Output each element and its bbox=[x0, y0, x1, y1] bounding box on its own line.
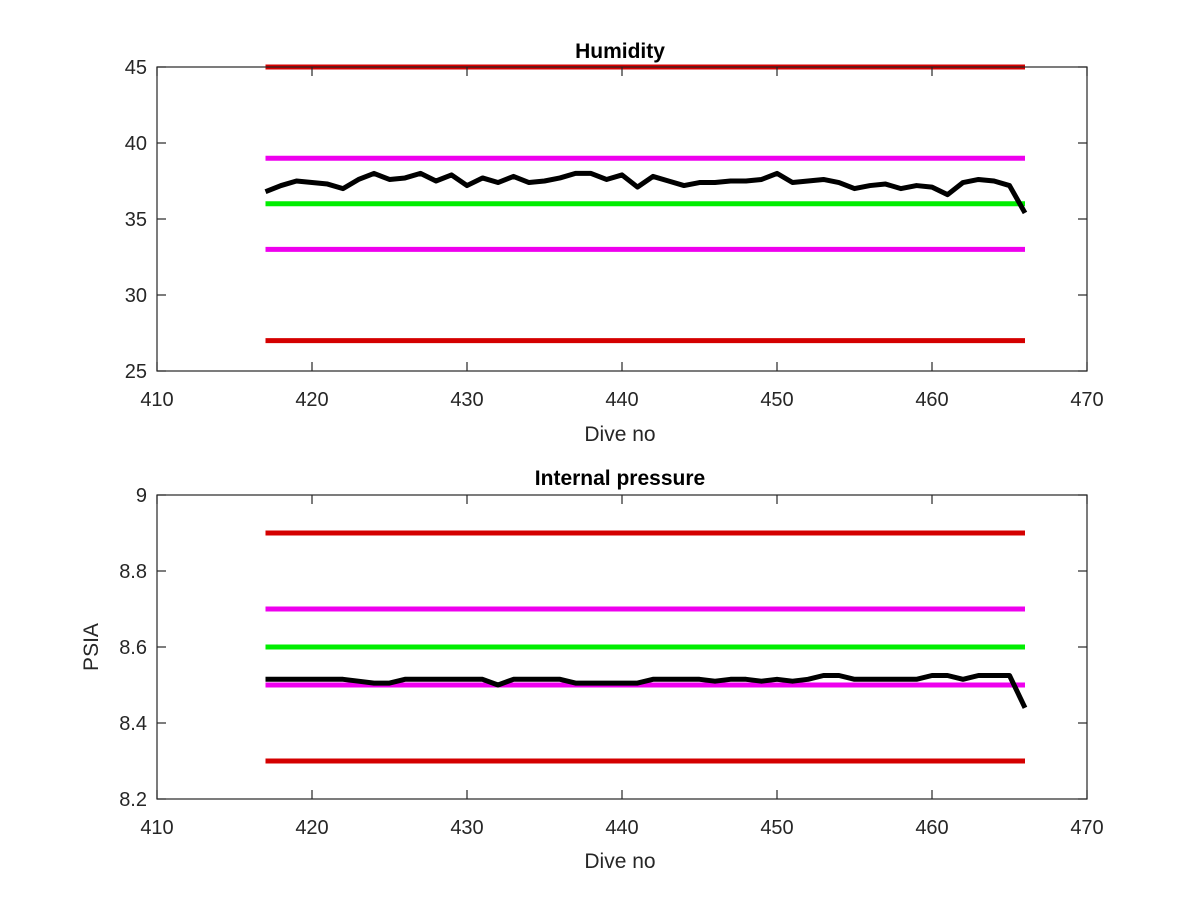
humidity-x-tick-label: 440 bbox=[605, 389, 638, 411]
humidity-x-tick-label: 420 bbox=[295, 389, 328, 411]
internal-pressure-series bbox=[265, 530, 1028, 764]
internal-pressure-y-tick-label: 9 bbox=[136, 485, 147, 507]
humidity-y-tick-label: 25 bbox=[125, 361, 147, 383]
humidity-x-tick-label: 450 bbox=[760, 389, 793, 411]
internal-pressure-x-tick-label: 410 bbox=[140, 817, 173, 839]
humidity-ticks: 410 420 430 440 450 460 470 25 30 35 40 45 bbox=[125, 57, 1104, 411]
humidity-y-tick-label: 35 bbox=[125, 209, 147, 231]
humidity-x-tick-label: 410 bbox=[140, 389, 173, 411]
internal-pressure-x-axis-label: Dive no bbox=[584, 850, 655, 873]
humidity-x-tick-label: 430 bbox=[450, 389, 483, 411]
internal-pressure-x-tick-label: 450 bbox=[760, 817, 793, 839]
internal-pressure-x-tick-label: 440 bbox=[605, 817, 638, 839]
internal-pressure-y-tick-label: 8.2 bbox=[119, 789, 147, 811]
internal-pressure-ticks: 410 420 430 440 450 460 470 8.2 8.4 8.6 8.8 9 bbox=[119, 485, 1104, 839]
internal-pressure-y-tick-label: 8.6 bbox=[119, 637, 147, 659]
humidity-x-tick-label: 460 bbox=[915, 389, 948, 411]
internal-pressure-series-line-5 bbox=[265, 673, 1028, 709]
internal-pressure-x-tick-label: 420 bbox=[295, 817, 328, 839]
internal-pressure-y-tick-label: 8.4 bbox=[119, 713, 147, 735]
humidity-x-tick-label: 470 bbox=[1070, 389, 1103, 411]
internal-pressure-x-tick-label: 470 bbox=[1070, 817, 1103, 839]
humidity-plot: Humidity 410 420 430 440 450 460 470 25 30 35 40 45… bbox=[125, 40, 1104, 446]
humidity-series-line-5 bbox=[264, 170, 1028, 215]
humidity-y-tick-label: 30 bbox=[125, 285, 147, 307]
internal-pressure-plot: Internal pressure 410 420 430 440 450 460 470 8… bbox=[80, 467, 1104, 873]
humidity-x-axis-label: Dive no bbox=[584, 423, 655, 446]
internal-pressure-y-tick-label: 8.8 bbox=[119, 561, 147, 583]
internal-pressure-y-axis-label: PSIA bbox=[80, 623, 103, 671]
humidity-title: Humidity bbox=[575, 40, 665, 63]
internal-pressure-x-tick-label: 430 bbox=[450, 817, 483, 839]
humidity-y-tick-label: 40 bbox=[125, 133, 147, 155]
humidity-y-tick-label: 45 bbox=[125, 57, 147, 79]
internal-pressure-title: Internal pressure bbox=[535, 467, 705, 490]
internal-pressure-x-tick-label: 460 bbox=[915, 817, 948, 839]
